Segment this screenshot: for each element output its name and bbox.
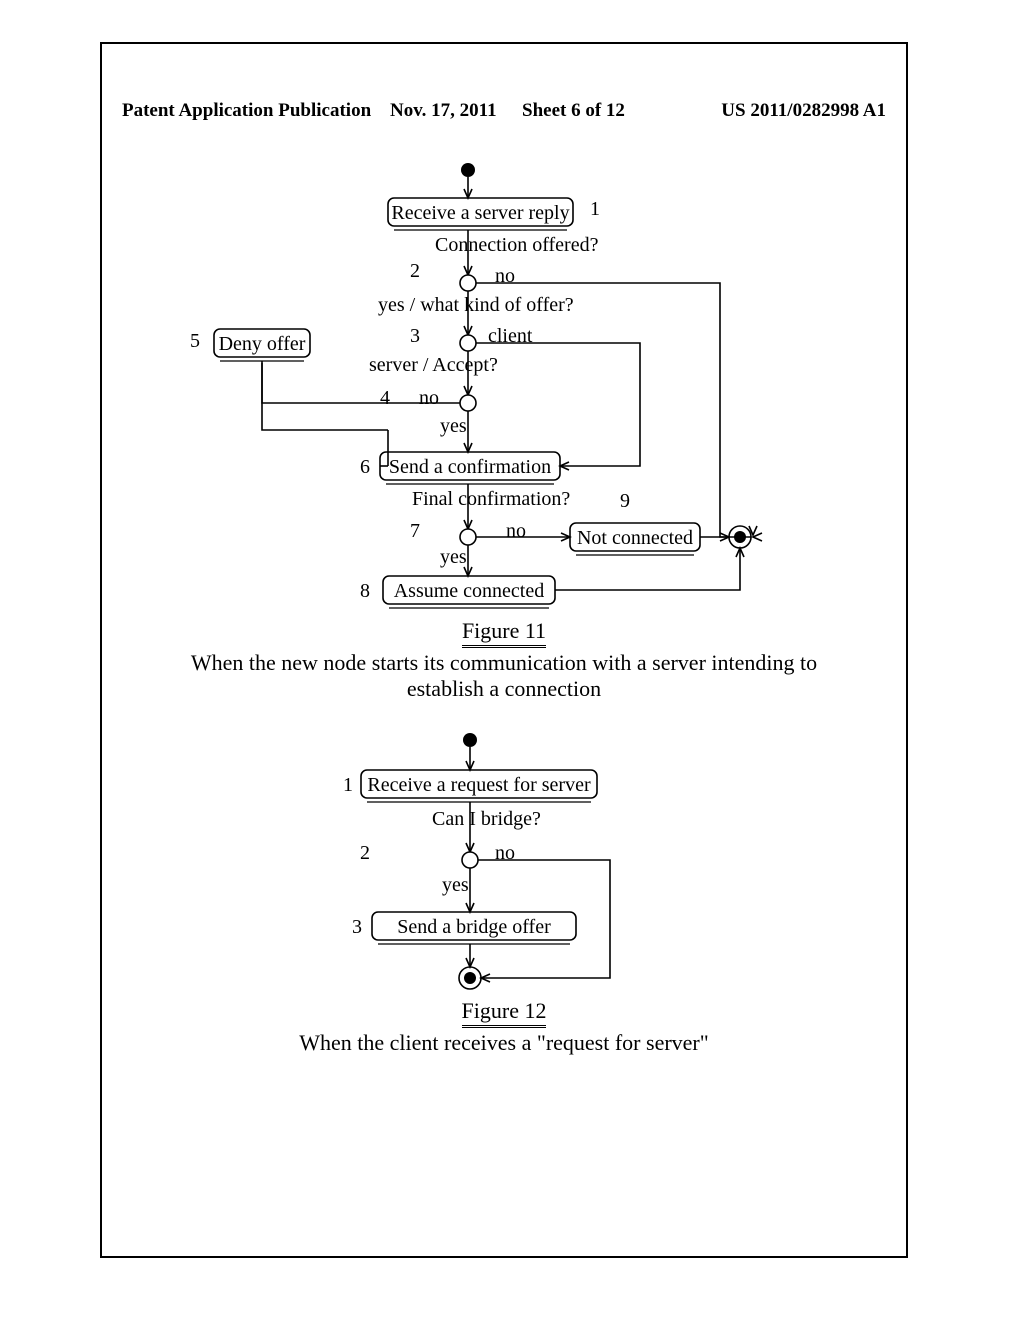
figure-12-svg: Receive a request for server Send a bridg… — [100, 130, 908, 1258]
header-date: Nov. 17, 2011 — [390, 100, 497, 122]
fig12-q-can-bridge: Can I bridge? — [432, 808, 541, 831]
header-docket: US 2011/0282998 A1 — [721, 100, 886, 122]
svg-text:Receive a request for server: Receive a request for server — [367, 774, 591, 796]
page: Patent Application Publication Nov. 17, … — [0, 0, 1024, 1320]
fig12-num-3: 3 — [352, 916, 362, 939]
fig12-yes-2: yes — [442, 874, 469, 897]
fig12-caption: When the client receives a "request for … — [100, 1030, 908, 1056]
fig12-no-2: no — [495, 842, 515, 865]
svg-text:Send a bridge offer: Send a bridge offer — [397, 916, 551, 938]
fig12-title: Figure 12 — [100, 998, 908, 1028]
fig12-num-2: 2 — [360, 842, 370, 865]
diagram-canvas: Receive a server replySend a confirmatio… — [100, 130, 908, 1258]
header-sheet: Sheet 6 of 12 — [522, 100, 625, 122]
fig12-num-1: 1 — [343, 774, 353, 797]
header-publication: Patent Application Publication — [122, 100, 371, 122]
